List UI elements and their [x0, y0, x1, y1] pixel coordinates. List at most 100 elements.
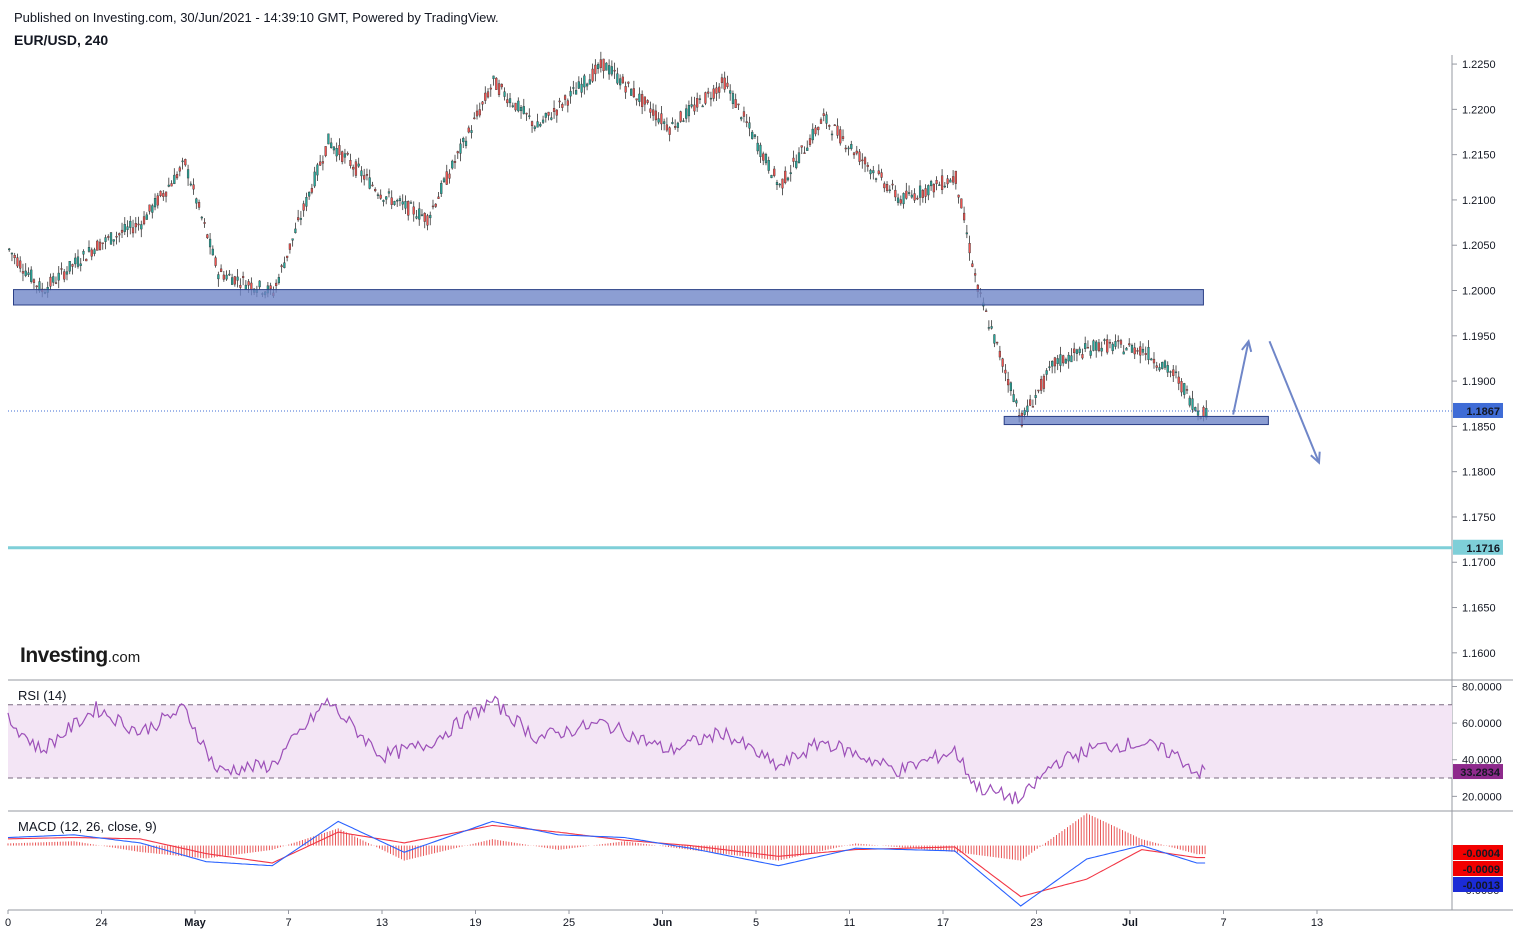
candle-body	[940, 175, 944, 190]
candle-body	[115, 235, 118, 238]
candle-body	[679, 111, 682, 122]
candle-body	[519, 107, 523, 112]
candle-body	[129, 220, 132, 228]
candle-body	[1169, 371, 1172, 373]
candle-body	[806, 147, 809, 151]
candle-body	[819, 119, 823, 124]
candle-body	[497, 83, 501, 95]
candle-body	[558, 100, 561, 103]
macd-pane[interactable]	[7, 813, 1206, 907]
price-axis[interactable]: 1.2250 1.2200 1.2150 1.2100 1.2050 1.2000 1.19…	[5, 59, 1503, 929]
candle-body	[1130, 345, 1134, 353]
candle-body	[250, 282, 253, 290]
candle-body	[409, 202, 413, 204]
candle-body	[1075, 349, 1079, 354]
candle-body	[68, 261, 71, 272]
candle-body	[484, 92, 487, 101]
candle-body	[905, 190, 908, 199]
macd-indicator-label: MACD (12, 26, close, 9)	[18, 819, 157, 834]
forecast-arrow-head	[1310, 451, 1321, 465]
candle-body	[1053, 357, 1057, 367]
candle-body	[374, 189, 377, 192]
candle-body	[192, 184, 195, 190]
candle-body	[173, 174, 176, 185]
candle-body	[619, 78, 622, 86]
candle-body	[1031, 406, 1035, 408]
candle-body	[751, 131, 754, 139]
candle-body	[987, 327, 990, 329]
candle-body	[745, 121, 748, 123]
macd-hist-tag-bg	[1453, 845, 1503, 860]
candle-body	[126, 226, 129, 230]
candle-body	[1188, 397, 1191, 406]
candle-body	[874, 178, 878, 180]
candle-body	[19, 260, 22, 269]
chart-background	[8, 55, 1513, 911]
candle-body	[605, 62, 608, 71]
candle-body	[858, 151, 861, 162]
candle-body	[580, 83, 583, 93]
candle-body	[217, 274, 220, 280]
candle-body	[748, 122, 751, 129]
candle-body	[674, 126, 677, 128]
candle-body	[985, 310, 988, 312]
candle-body	[660, 113, 663, 125]
candle-body	[90, 249, 93, 257]
candle-body	[962, 212, 966, 221]
candle-body	[1040, 378, 1043, 391]
candle-body	[726, 82, 729, 87]
candle-body	[1114, 341, 1117, 347]
candle-body	[624, 86, 627, 93]
candle-body	[517, 100, 520, 112]
candle-body	[704, 92, 707, 104]
x-tick-label: 7	[285, 917, 291, 929]
candle-body	[10, 252, 14, 255]
candle-body	[76, 256, 80, 267]
candle-body	[316, 164, 319, 176]
candle-body	[894, 189, 897, 198]
candle-body	[1141, 348, 1145, 353]
candle-body	[343, 153, 347, 158]
candle-body	[481, 101, 484, 105]
x-tick-label: 11	[844, 917, 855, 929]
candle-body	[921, 190, 924, 198]
candle-body	[803, 152, 806, 154]
price-pane[interactable]	[8, 51, 1452, 550]
candle-body	[759, 144, 762, 157]
last-price-tag: 1.1867	[1466, 406, 1500, 418]
candle-body	[635, 98, 638, 101]
rsi-pane[interactable]	[7, 695, 1452, 805]
candle-body	[632, 88, 635, 98]
candle-body	[131, 227, 135, 234]
candle-body	[951, 176, 955, 183]
candle-body	[1152, 358, 1156, 364]
candle-body	[627, 81, 630, 84]
candle-body	[1191, 398, 1194, 410]
candle-body	[709, 97, 713, 100]
candle-body	[1064, 359, 1068, 364]
candle-body	[797, 152, 801, 163]
candle-body	[151, 205, 154, 213]
candle-body	[530, 121, 534, 127]
support-line-tag-bg	[1453, 539, 1503, 555]
candle-body	[178, 167, 181, 172]
candle-body	[71, 264, 74, 267]
candle-body	[583, 75, 586, 88]
candle-body	[891, 183, 894, 186]
candle-body	[418, 208, 421, 220]
candle-body	[200, 216, 203, 219]
candle-body	[398, 198, 402, 202]
candle-body	[993, 334, 996, 344]
candle-body	[208, 238, 212, 248]
candle-body	[594, 64, 597, 75]
candle-body	[682, 120, 685, 122]
candle-body	[522, 106, 525, 114]
candle-body	[302, 203, 305, 211]
candle-body	[731, 93, 735, 105]
candle-body	[448, 173, 451, 179]
candle-body	[225, 274, 228, 280]
candle-body	[753, 134, 757, 137]
forecast-arrow-head	[1241, 338, 1253, 353]
candle-body	[671, 121, 674, 125]
